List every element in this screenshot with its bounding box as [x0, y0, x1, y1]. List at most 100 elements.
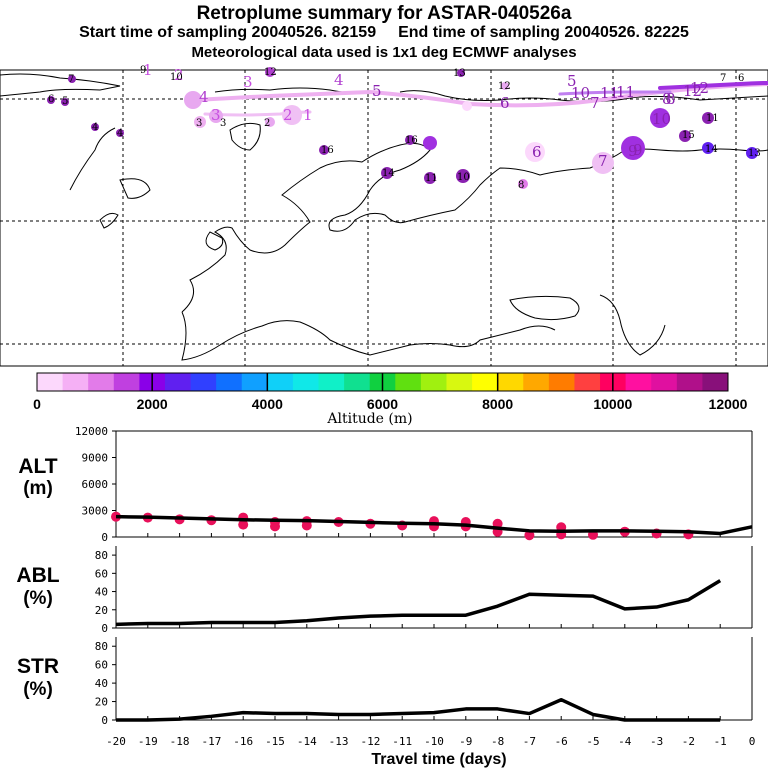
trajectory-label: 11	[616, 83, 635, 101]
trajectory-path-d	[658, 81, 768, 90]
trajectory-label: 1	[303, 106, 313, 124]
colorbar-label: Altitude (m)	[326, 411, 412, 427]
plume-circle	[405, 135, 415, 145]
plume-circle	[525, 142, 545, 162]
x-tick-label: -18	[170, 735, 190, 748]
colorbar-swatch	[113, 373, 140, 391]
plume-circle	[381, 167, 393, 179]
plume-label: 7	[720, 73, 726, 84]
colorbar-swatch	[164, 373, 192, 391]
plume-label: 12	[264, 67, 277, 78]
trajectory-label: 11	[600, 84, 619, 102]
colorbar-swatch	[88, 373, 115, 391]
plume-label: 5	[62, 96, 68, 107]
y-tick-label: 80	[95, 549, 108, 562]
trajectory-label: 8	[666, 90, 676, 108]
colorbar-tick: 6000	[367, 396, 398, 412]
colorbar-swatch	[292, 373, 320, 391]
colorbar-swatch	[420, 373, 447, 391]
trajectory-label: 9	[628, 142, 638, 160]
plume-circle	[68, 75, 76, 83]
plume-label: 13	[748, 148, 761, 159]
colorbar-swatch	[241, 373, 268, 391]
plume-label: 11	[425, 173, 438, 184]
trajectory-label: 3	[211, 106, 221, 124]
y-tick-label: 20	[95, 696, 108, 709]
y-tick-label: 80	[95, 640, 108, 653]
x-tick-label: -8	[491, 735, 504, 748]
y-tick-label: 9000	[82, 452, 109, 465]
plume-label: 13	[453, 68, 466, 79]
plume-label: 2	[264, 118, 270, 129]
plume-circle	[61, 98, 69, 106]
plume-circle	[746, 147, 758, 159]
plume-circle	[265, 117, 275, 127]
colorbar-swatch	[267, 373, 294, 391]
plume-label: 7	[68, 74, 74, 85]
y-tick-label: 40	[95, 677, 108, 690]
series-line	[115, 514, 753, 536]
plume-circle	[282, 105, 302, 125]
trajectory-label: 1	[143, 61, 153, 79]
trajectory-label: 10	[571, 84, 590, 102]
panel-ylabel-unit: (%)	[23, 588, 53, 609]
plume-label: 4	[117, 128, 123, 139]
colorbar-tick: 8000	[482, 396, 513, 412]
colorbar-swatch	[37, 373, 64, 391]
trajectory-label: 10	[652, 110, 671, 128]
meteo-note: Meteorological data used is 1x1 deg ECMW…	[191, 44, 577, 61]
plume-circle	[265, 67, 275, 77]
colorbar-swatch	[548, 373, 575, 391]
plume-label: 12	[498, 81, 511, 92]
colorbar-swatch	[395, 373, 422, 391]
trajectory-label: 6	[532, 143, 542, 161]
colorbar-swatch	[523, 373, 550, 391]
trajectory-label: 12	[690, 79, 709, 97]
colorbar-swatch	[62, 373, 89, 391]
plume-circle	[184, 91, 202, 109]
colorbar-swatch	[344, 373, 371, 391]
x-tick-label: -4	[618, 735, 632, 748]
start-time: Start time of sampling 20040526. 82159	[79, 24, 377, 41]
x-tick-label: -7	[523, 735, 536, 748]
trajectory-label: 12	[683, 82, 702, 100]
colorbar-tick: 2000	[137, 396, 168, 412]
trajectory-label: 7	[598, 152, 608, 170]
plume-circle	[702, 142, 714, 154]
trajectory-label: 7	[590, 94, 600, 112]
panel-ylabel-unit: (%)	[23, 679, 53, 700]
colorbar-swatch	[318, 373, 345, 391]
plume-circle	[679, 130, 691, 142]
x-tick-label: -3	[650, 735, 663, 748]
y-tick-label: 0	[101, 531, 108, 544]
plume-circle	[702, 112, 714, 124]
plume-label: 14	[705, 144, 718, 155]
y-tick-label: 0	[101, 714, 108, 727]
colorbar-swatch	[625, 373, 652, 391]
trajectory-label: 6	[500, 94, 510, 112]
plume-label: 16	[321, 145, 334, 156]
x-tick-label: -11	[392, 735, 412, 748]
alt-scatter-point	[238, 519, 249, 530]
plume-label: 3	[196, 118, 202, 129]
trajectory-path-b	[203, 110, 312, 117]
panel-ylabel: STR	[17, 655, 59, 678]
colorbar-tick: 0	[33, 396, 41, 412]
y-tick-label: 3000	[82, 505, 109, 518]
colorbar-swatch	[497, 373, 524, 391]
alt-scatter-point	[270, 521, 280, 532]
panel-alt: 0 3000 6000 9000 12000 ALT(m)	[18, 425, 753, 544]
x-tick-label: -15	[265, 735, 285, 748]
trajectory-label: 8	[662, 90, 672, 108]
y-tick-label: 12000	[75, 425, 108, 438]
x-tick-label: -12	[360, 735, 380, 748]
x-tick-label: -16	[233, 735, 253, 748]
x-tick-label: -10	[424, 735, 444, 748]
x-tick-label: -13	[329, 735, 349, 748]
y-tick-label: 20	[95, 604, 108, 617]
plume-label: 11	[706, 113, 719, 124]
plume-label: 6	[48, 94, 54, 105]
